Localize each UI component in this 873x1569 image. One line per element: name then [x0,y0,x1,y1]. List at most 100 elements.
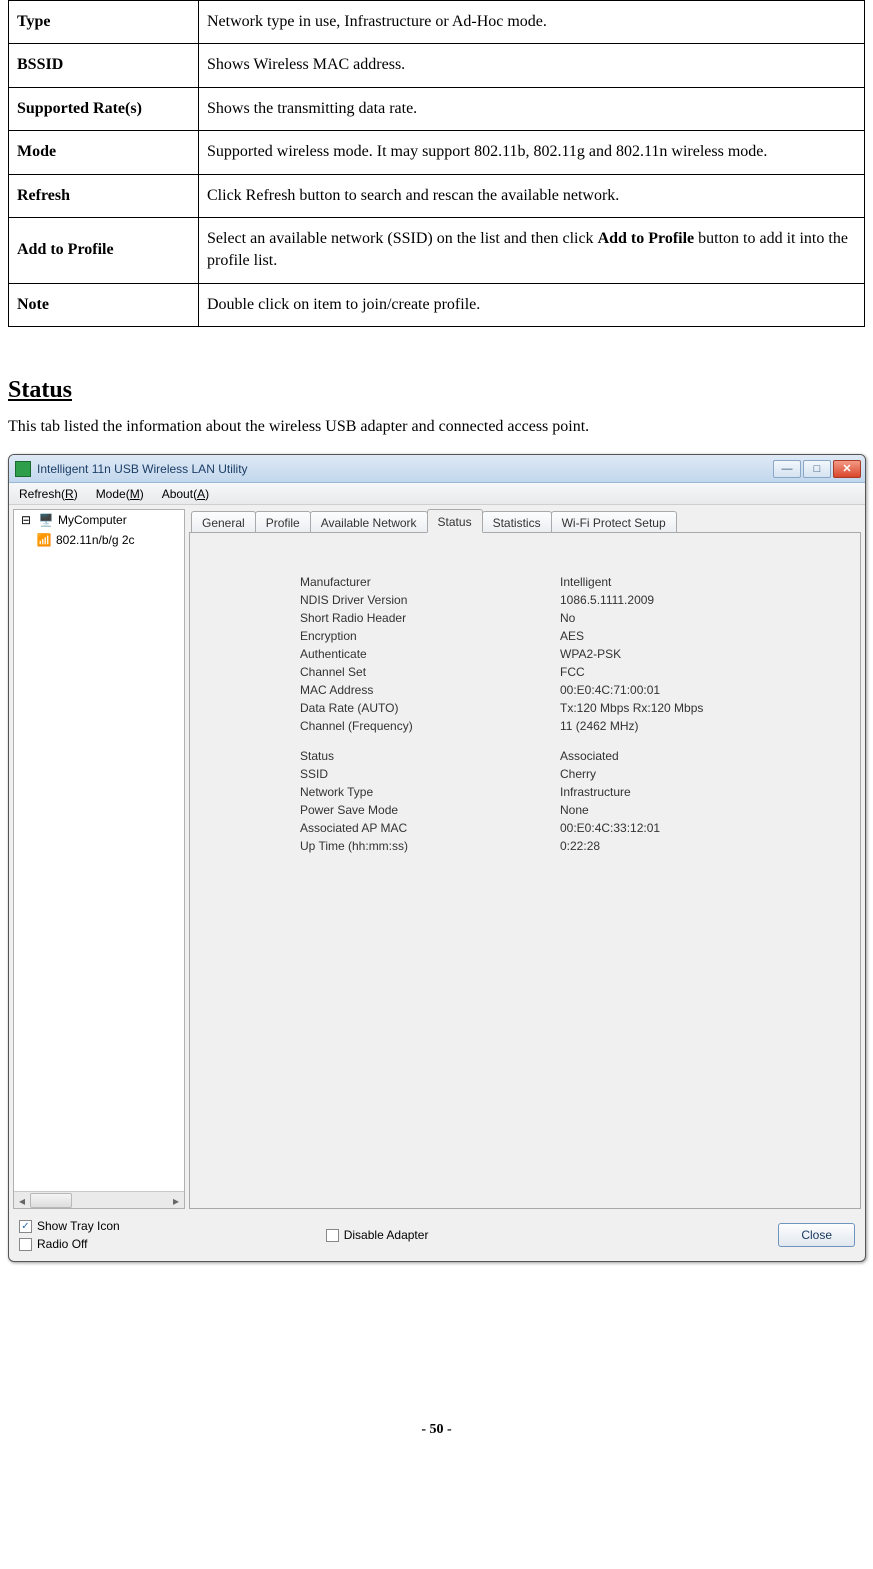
status-row: StatusAssociated [300,747,830,765]
status-value: 1086.5.1111.2009 [560,591,654,609]
close-button[interactable]: Close [778,1223,855,1247]
status-value: No [560,609,575,627]
section-desc: This tab listed the information about th… [8,418,865,436]
status-row: Channel (Frequency)11 (2462 MHz) [300,717,830,735]
def-desc: Click Refresh button to search and resca… [199,174,865,217]
status-row: Channel SetFCC [300,663,830,681]
status-key: Manufacturer [300,573,560,591]
status-key: Data Rate (AUTO) [300,699,560,717]
tabs: GeneralProfileAvailable NetworkStatusSta… [189,509,861,533]
status-row: Short Radio HeaderNo [300,609,830,627]
show-tray-label: Show Tray Icon [37,1219,120,1233]
disable-adapter-label: Disable Adapter [344,1228,429,1242]
def-desc: Select an available network (SSID) on th… [199,217,865,283]
tab-profile[interactable]: Profile [255,511,311,533]
status-row: AuthenticateWPA2-PSK [300,645,830,663]
status-row: Power Save ModeNone [300,801,830,819]
def-term: Note [9,283,199,326]
table-row: ModeSupported wireless mode. It may supp… [9,131,865,174]
table-row: RefreshClick Refresh button to search an… [9,174,865,217]
radio-off-checkbox[interactable]: Radio Off [19,1237,120,1251]
status-key: Authenticate [300,645,560,663]
status-key: Up Time (hh:mm:ss) [300,837,560,855]
status-key: MAC Address [300,681,560,699]
minimize-button[interactable]: — [773,460,801,478]
tab-statistics[interactable]: Statistics [482,511,552,533]
def-desc: Shows Wireless MAC address. [199,44,865,87]
status-value: 0:22:28 [560,837,600,855]
tab-wi-fi-protect-setup[interactable]: Wi-Fi Protect Setup [551,511,677,533]
adapter-icon: 📶 [36,532,52,548]
status-value: Tx:120 Mbps Rx:120 Mbps [560,699,703,717]
radio-off-label: Radio Off [37,1237,87,1251]
table-row: NoteDouble click on item to join/create … [9,283,865,326]
checkbox-icon: ✓ [19,1220,32,1233]
tab-status[interactable]: Status [427,509,483,533]
tree-root[interactable]: ⊟ 🖥️ MyComputer [14,510,184,530]
def-term: Refresh [9,174,199,217]
tab-general[interactable]: General [191,511,256,533]
status-row: ManufacturerIntelligent [300,573,830,591]
section-title: Status [8,377,865,404]
def-term: Type [9,1,199,44]
def-term: Mode [9,131,199,174]
maximize-button[interactable]: □ [803,460,831,478]
status-value: 00:E0:4C:71:00:01 [560,681,660,699]
status-key: Channel Set [300,663,560,681]
table-row: BSSIDShows Wireless MAC address. [9,44,865,87]
tree-scrollbar[interactable]: ◂ ▸ [14,1191,184,1208]
tree-child-label: 802.11n/b/g 2c [56,533,135,547]
scroll-left-icon[interactable]: ◂ [14,1192,30,1209]
status-row: SSIDCherry [300,765,830,783]
status-value: FCC [560,663,585,681]
status-key: Status [300,747,560,765]
def-desc: Supported wireless mode. It may support … [199,131,865,174]
menu-mode[interactable]: Mode(M) [96,487,144,501]
def-term: Supported Rate(s) [9,87,199,130]
tree-child[interactable]: 📶 802.11n/b/g 2c [32,530,184,550]
scroll-right-icon[interactable]: ▸ [168,1192,184,1209]
status-key: Associated AP MAC [300,819,560,837]
status-value: WPA2-PSK [560,645,621,663]
status-value: 11 (2462 MHz) [560,717,638,735]
status-value: Associated [560,747,619,765]
status-row: Data Rate (AUTO)Tx:120 Mbps Rx:120 Mbps [300,699,830,717]
app-icon [15,461,31,477]
close-window-button[interactable]: ✕ [833,460,861,478]
status-value: Intelligent [560,573,611,591]
menu-refresh[interactable]: Refresh(R) [19,487,78,501]
status-value: 00:E0:4C:33:12:01 [560,819,660,837]
menu-about[interactable]: About(A) [162,487,209,501]
computer-icon: 🖥️ [38,512,54,528]
status-value: AES [560,627,584,645]
status-value: Infrastructure [560,783,631,801]
status-key: Encryption [300,627,560,645]
tree-root-label: MyComputer [58,513,127,527]
status-key: Power Save Mode [300,801,560,819]
table-row: Add to ProfileSelect an available networ… [9,217,865,283]
checkbox-icon [19,1238,32,1251]
def-term: Add to Profile [9,217,199,283]
bottom-bar: ✓ Show Tray Icon Radio Off Disable Adapt… [9,1213,865,1261]
show-tray-checkbox[interactable]: ✓ Show Tray Icon [19,1219,120,1233]
status-block-2: StatusAssociatedSSIDCherryNetwork TypeIn… [300,747,830,855]
status-row: NDIS Driver Version1086.5.1111.2009 [300,591,830,609]
table-row: TypeNetwork type in use, Infrastructure … [9,1,865,44]
window-title: Intelligent 11n USB Wireless LAN Utility [37,462,773,476]
title-bar: Intelligent 11n USB Wireless LAN Utility… [9,455,865,483]
scroll-thumb[interactable] [30,1193,72,1208]
status-row: EncryptionAES [300,627,830,645]
disable-adapter-checkbox[interactable]: Disable Adapter [326,1228,429,1242]
status-row: Associated AP MAC00:E0:4C:33:12:01 [300,819,830,837]
checkbox-icon [326,1229,339,1242]
table-row: Supported Rate(s)Shows the transmitting … [9,87,865,130]
tab-available-network[interactable]: Available Network [310,511,428,533]
status-row: MAC Address00:E0:4C:71:00:01 [300,681,830,699]
tab-body: ManufacturerIntelligentNDIS Driver Versi… [189,532,861,1209]
minus-icon: ⊟ [18,512,34,528]
status-value: None [560,801,589,819]
status-key: Network Type [300,783,560,801]
content-pane: GeneralProfileAvailable NetworkStatusSta… [189,509,861,1209]
status-row: Network TypeInfrastructure [300,783,830,801]
status-value: Cherry [560,765,596,783]
